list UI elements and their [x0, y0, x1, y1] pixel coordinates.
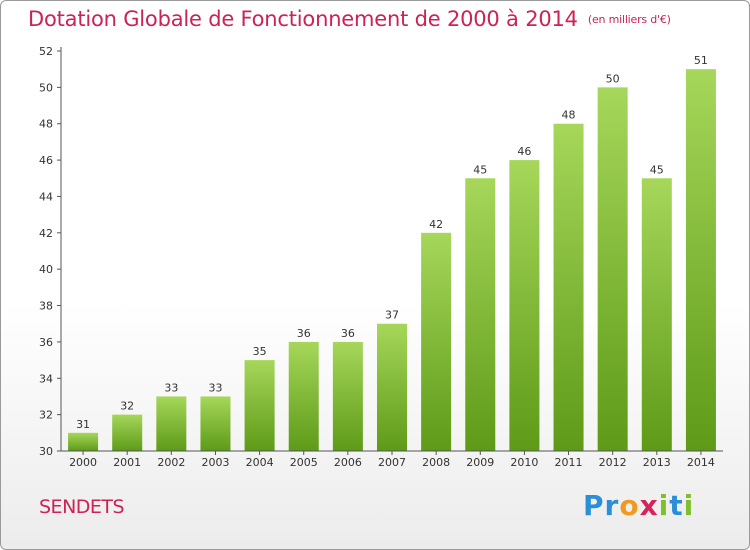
- y-tick-label: 40: [39, 263, 53, 276]
- logo-letter: t: [669, 489, 684, 522]
- value-label: 35: [253, 345, 267, 358]
- bar-2000: [68, 432, 99, 451]
- x-tick-label: 2011: [555, 456, 583, 469]
- value-label: 33: [164, 381, 178, 394]
- logo-letter: i: [683, 489, 695, 522]
- logo-letter: x: [639, 489, 659, 522]
- y-tick-label: 38: [39, 300, 53, 313]
- value-label: 45: [650, 163, 664, 176]
- x-tick-label: 2012: [599, 456, 627, 469]
- y-tick-label: 52: [39, 45, 53, 58]
- bar-2006: [332, 341, 363, 451]
- y-tick-label: 30: [39, 445, 53, 458]
- bar-2001: [112, 414, 143, 451]
- bar-2002: [156, 396, 187, 451]
- x-tick-label: 2001: [113, 456, 141, 469]
- title-text: Dotation Globale de Fonctionnement de 20…: [28, 7, 578, 31]
- value-label: 37: [385, 309, 399, 322]
- value-label: 51: [694, 54, 708, 67]
- bar-2007: [376, 323, 408, 451]
- value-label: 46: [517, 145, 531, 158]
- logo-letter: o: [619, 489, 640, 522]
- bar-2012: [597, 87, 628, 451]
- y-tick-label: 32: [39, 409, 53, 422]
- bar-2004: [244, 360, 275, 451]
- y-tick-label: 48: [39, 118, 53, 131]
- x-tick-label: 2008: [422, 456, 450, 469]
- logo-letter: r: [604, 489, 620, 522]
- x-tick-label: 2014: [687, 456, 715, 469]
- x-tick-label: 2004: [246, 456, 274, 469]
- x-tick-label: 2006: [334, 456, 362, 469]
- value-label: 48: [562, 109, 576, 122]
- y-tick-label: 44: [39, 190, 53, 203]
- bar-2011: [553, 123, 584, 452]
- x-tick-label: 2005: [290, 456, 318, 469]
- value-label: 32: [120, 400, 134, 413]
- bar-2005: [288, 341, 319, 451]
- y-tick-label: 36: [39, 336, 53, 349]
- x-tick-label: 2002: [157, 456, 185, 469]
- value-label: 33: [208, 381, 222, 394]
- unit-note: (en milliers d'€): [587, 13, 671, 26]
- y-tick-label: 42: [39, 227, 53, 240]
- bar-2013: [641, 178, 672, 452]
- proxiti-logo: Proxiti: [583, 489, 694, 522]
- value-label: 36: [297, 327, 311, 340]
- logo-letter: P: [583, 489, 605, 522]
- x-tick-label: 2007: [378, 456, 406, 469]
- value-label: 31: [76, 418, 90, 431]
- bar-2008: [421, 232, 452, 451]
- chart-title: Dotation Globale de Fonctionnement de 20…: [28, 7, 671, 31]
- x-tick-label: 2003: [201, 456, 229, 469]
- commune-name: SENDETS: [39, 496, 125, 518]
- bar-2014: [685, 69, 716, 451]
- value-label: 45: [473, 163, 487, 176]
- y-tick-label: 50: [39, 81, 53, 94]
- y-tick-label: 46: [39, 154, 53, 167]
- bar-2010: [509, 160, 540, 451]
- value-label: 36: [341, 327, 355, 340]
- x-tick-label: 2009: [466, 456, 494, 469]
- x-tick-label: 2013: [643, 456, 671, 469]
- bar-2003: [200, 396, 231, 451]
- value-label: 50: [606, 72, 620, 85]
- x-tick-label: 2000: [69, 456, 97, 469]
- y-tick-label: 34: [39, 372, 53, 385]
- logo-letter: i: [658, 489, 670, 522]
- value-label: 42: [429, 218, 443, 231]
- x-tick-label: 2010: [510, 456, 538, 469]
- bar-2009: [465, 178, 496, 452]
